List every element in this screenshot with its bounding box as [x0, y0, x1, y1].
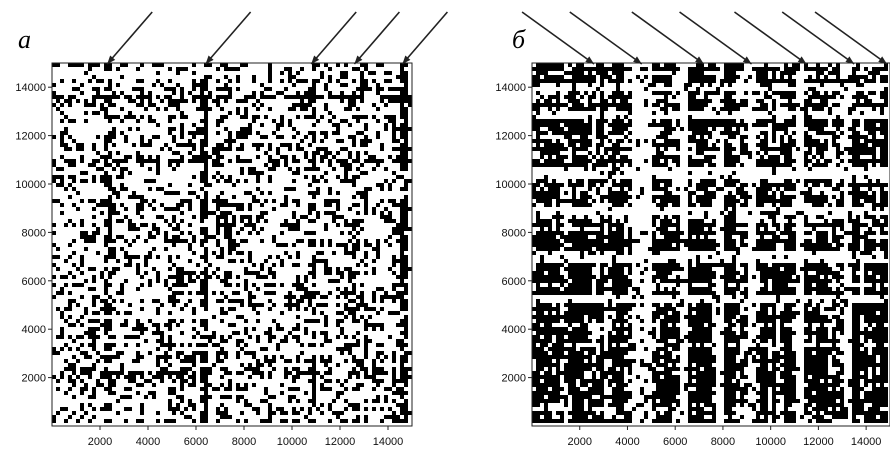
panel-b-y-tick-label: 6000 [502, 276, 526, 288]
panel-a-density-marks [52, 63, 412, 423]
panel-a-x-tick-label: 2000 [88, 436, 112, 448]
panel-b-x-tick-label: 14000 [851, 436, 882, 448]
panel-a-y-tick-label: 10000 [15, 179, 46, 191]
panel-a-arrow [401, 11, 449, 65]
panel-b-arrow [631, 11, 705, 65]
panel-a-x-tick-label: 10000 [277, 436, 308, 448]
panel-a-arrow [106, 11, 153, 65]
panel-b: б 2000 4000 6000 8000 10000 12000 14000 2000 40… [495, 11, 890, 448]
panel-a: а 2000 4000 6000 8000 10000 12000 14000 2000 40… [15, 11, 449, 448]
panel-b-x-tick-label: 4000 [615, 436, 639, 448]
panel-b-x-axis: 2000 4000 6000 8000 10000 12000 14000 [567, 426, 881, 448]
panel-b-x-tick-label: 2000 [567, 436, 591, 448]
panel-a-y-tick-label: 6000 [22, 276, 46, 288]
panel-a-heatmap [52, 63, 412, 423]
panel-b-label: б [512, 25, 526, 54]
panel-a-arrows [106, 11, 449, 65]
panel-b-y-tick-label: 8000 [502, 227, 526, 239]
panel-b-y-tick-label: 4000 [502, 324, 526, 336]
panel-b-arrow [521, 11, 595, 65]
panel-a-y-tick-label: 8000 [22, 227, 46, 239]
panel-b-heatmap [532, 63, 888, 423]
panel-a-x-tick-label: 8000 [232, 436, 256, 448]
panel-a-arrow [204, 11, 252, 65]
panel-a-x-tick-label: 4000 [136, 436, 160, 448]
panel-b-y-tick-label: 12000 [495, 131, 526, 143]
panel-b-frame [531, 62, 890, 427]
panel-b-x-tick-label: 8000 [711, 436, 735, 448]
panel-a-y-tick-label: 2000 [22, 373, 46, 385]
panel-a-y-tick-label: 14000 [15, 82, 46, 94]
panel-b-y-tick-label: 2000 [502, 373, 526, 385]
panel-a-x-axis: 2000 4000 6000 8000 10000 12000 14000 [88, 426, 404, 448]
panel-b-y-tick-label: 10000 [495, 179, 526, 191]
panel-b-arrows [521, 11, 888, 65]
panel-a-x-tick-label: 12000 [325, 436, 356, 448]
panel-a-y-axis: 2000 4000 6000 8000 10000 12000 14000 [15, 82, 52, 385]
panel-a-frame [51, 62, 413, 427]
panel-b-y-axis: 2000 4000 6000 8000 10000 12000 14000 [495, 82, 532, 385]
panel-b-arrow [569, 11, 643, 65]
panel-b-y-tick-label: 14000 [495, 82, 526, 94]
panel-b-density-marks [532, 63, 888, 423]
panel-b-arrow [781, 11, 855, 65]
panel-a-arrow [310, 11, 357, 65]
panel-b-x-tick-label: 10000 [755, 436, 786, 448]
panel-a-label: а [18, 25, 31, 54]
panel-a-arrow [353, 11, 401, 65]
panel-b-x-tick-label: 6000 [663, 436, 687, 448]
panel-b-arrow [733, 11, 807, 65]
panel-a-x-tick-label: 6000 [184, 436, 208, 448]
panel-a-x-tick-label: 14000 [373, 436, 404, 448]
panel-b-arrow [679, 11, 753, 65]
panel-a-y-tick-label: 4000 [22, 324, 46, 336]
panel-a-y-tick-label: 12000 [15, 131, 46, 143]
panel-b-arrow [814, 11, 888, 65]
panel-b-x-tick-label: 12000 [803, 436, 834, 448]
